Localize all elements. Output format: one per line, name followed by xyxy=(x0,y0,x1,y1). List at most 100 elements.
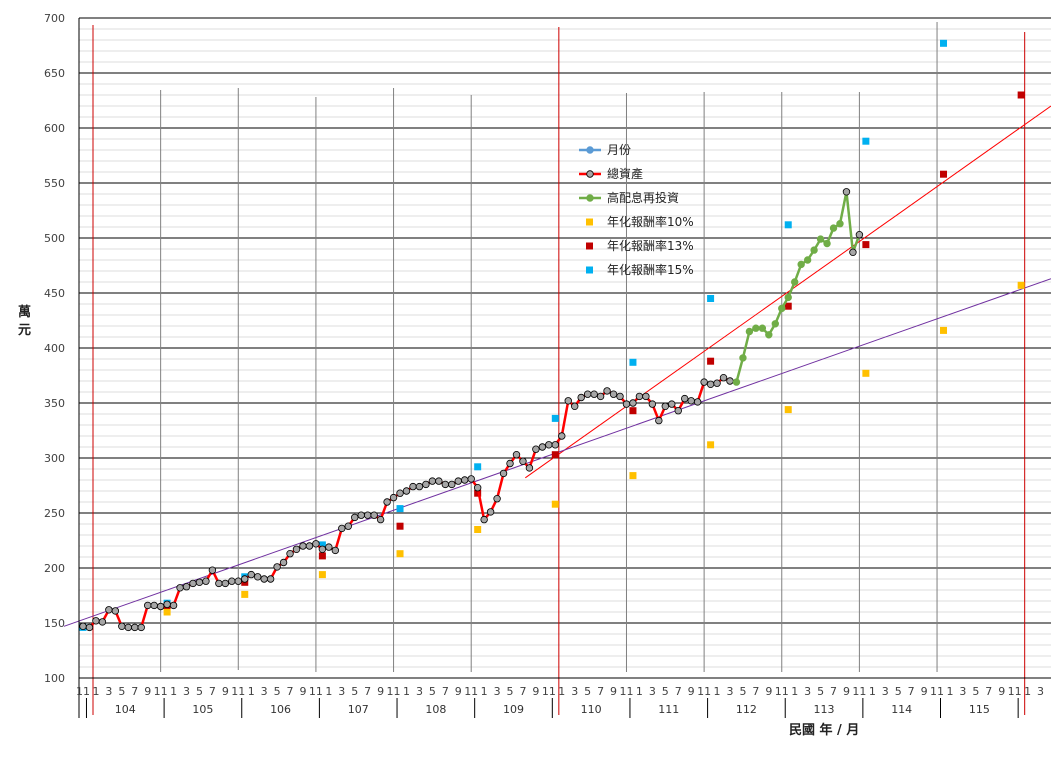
y-tick-label: 650 xyxy=(44,67,65,80)
total-assets-point xyxy=(383,498,391,506)
high-dividend-point xyxy=(836,219,844,228)
y-tick-label: 500 xyxy=(44,232,65,245)
year-label: 114 xyxy=(891,703,912,716)
x-tick-label: 1 xyxy=(481,685,488,698)
legend-label: 總資產 xyxy=(607,166,643,181)
total-assets-point xyxy=(558,432,566,440)
rate-marker-point xyxy=(862,137,870,145)
high-dividend-point xyxy=(765,331,773,339)
total-assets-point xyxy=(357,511,365,519)
x-tick-label: 3 xyxy=(882,685,889,698)
y-tick-label: 450 xyxy=(44,287,65,300)
x-tick-label: 11 xyxy=(619,685,633,698)
rate-marker-point xyxy=(862,241,870,249)
y-tick-label: 600 xyxy=(44,122,65,135)
x-tick-label: 7 xyxy=(364,685,371,698)
x-tick-label: 3 xyxy=(105,685,112,698)
x-tick-label: 7 xyxy=(752,685,759,698)
x-tick-label: 9 xyxy=(765,685,772,698)
rate-marker-point xyxy=(163,608,171,616)
total-assets-point xyxy=(169,601,178,610)
data-series xyxy=(79,188,864,632)
total-assets-point xyxy=(215,579,223,588)
total-assets-point xyxy=(124,623,132,632)
legend-label: 月份 xyxy=(607,143,631,157)
total-assets-point xyxy=(545,441,553,449)
trend-line-red xyxy=(525,105,1051,479)
x-tick-label: 5 xyxy=(196,685,203,698)
x-tick-label: 11 xyxy=(231,685,245,698)
total-assets-point xyxy=(681,394,689,403)
x-tick-label: 11 xyxy=(464,685,478,698)
high-dividend-point xyxy=(849,248,857,256)
x-tick-label: 5 xyxy=(351,685,358,698)
total-assets-point xyxy=(719,374,728,382)
total-assets-point xyxy=(305,542,314,550)
high-dividend-point xyxy=(758,324,767,332)
total-assets-point xyxy=(564,397,572,405)
total-assets-point xyxy=(79,622,87,630)
year-divider-lines xyxy=(92,22,1026,715)
total-assets-point xyxy=(325,543,333,551)
total-assets-point xyxy=(260,575,268,583)
high-dividend-point xyxy=(823,239,831,248)
rate-marker-point xyxy=(940,170,948,178)
total-assets-point xyxy=(370,511,378,519)
total-assets-point xyxy=(396,489,404,497)
x-tick-label: 7 xyxy=(597,685,604,698)
legend-swatch-marker xyxy=(586,194,594,202)
year-label: 106 xyxy=(270,703,291,716)
rate-marker-point xyxy=(784,221,792,229)
total-assets-point xyxy=(538,443,547,451)
total-assets-point xyxy=(376,515,385,524)
y-axis: 100 150 200 250 300 350 400 450 500 550 600 650 700 xyxy=(44,12,80,718)
total-assets-point xyxy=(415,482,424,491)
x-tick-label: 7 xyxy=(287,685,294,698)
total-assets-point xyxy=(700,378,708,386)
x-tick-label: 5 xyxy=(584,685,591,698)
rate-marker-point xyxy=(551,414,559,422)
x-tick-label: 11 xyxy=(852,685,866,698)
x-tick-label: 11 xyxy=(930,685,944,698)
x-tick-label: 9 xyxy=(299,685,306,698)
x-tick-label: 9 xyxy=(144,685,151,698)
y-tick-label: 550 xyxy=(44,177,65,190)
trend-lines xyxy=(63,105,1051,627)
x-tick-label: 3 xyxy=(261,685,268,698)
y-tick-label: 700 xyxy=(44,12,65,25)
high-dividend-point xyxy=(771,320,779,328)
rate-marker-point xyxy=(318,571,326,579)
total-assets-point xyxy=(655,416,663,425)
year-label: 108 xyxy=(425,703,446,716)
total-assets-point xyxy=(389,493,398,502)
x-tick-label: 9 xyxy=(377,685,384,698)
x-tick-label: 1 xyxy=(636,685,643,698)
high-dividend-point xyxy=(732,378,741,386)
total-assets-point xyxy=(279,558,288,567)
year-label: 110 xyxy=(581,703,602,716)
x-tick-label: 5 xyxy=(817,685,824,698)
total-assets-point xyxy=(176,584,184,592)
x-tick-label: 11 xyxy=(697,685,711,698)
total-assets-point xyxy=(493,495,501,503)
x-tick-label: 1 xyxy=(170,685,177,698)
x-tick-label: 5 xyxy=(429,685,436,698)
legend-swatch-square xyxy=(586,218,593,226)
y-tick-label: 400 xyxy=(44,342,65,355)
total-assets-point xyxy=(409,482,417,491)
year-label: 107 xyxy=(348,703,369,716)
rate-marker-point xyxy=(940,39,948,47)
total-assets-point xyxy=(687,397,695,405)
x-tick-label: 3 xyxy=(727,685,734,698)
total-assets-point xyxy=(402,487,411,495)
y-axis-label-line2: 元 xyxy=(18,323,31,338)
total-assets-point xyxy=(596,392,605,401)
x-tick-label: 3 xyxy=(804,685,811,698)
year-label: 105 xyxy=(192,703,213,716)
total-assets-point xyxy=(693,398,702,406)
total-assets-point xyxy=(195,578,204,586)
x-tick-label: 5 xyxy=(274,685,281,698)
total-assets-point xyxy=(480,515,488,524)
y-tick-label: 350 xyxy=(44,397,65,410)
rate-marker-point xyxy=(940,326,948,334)
